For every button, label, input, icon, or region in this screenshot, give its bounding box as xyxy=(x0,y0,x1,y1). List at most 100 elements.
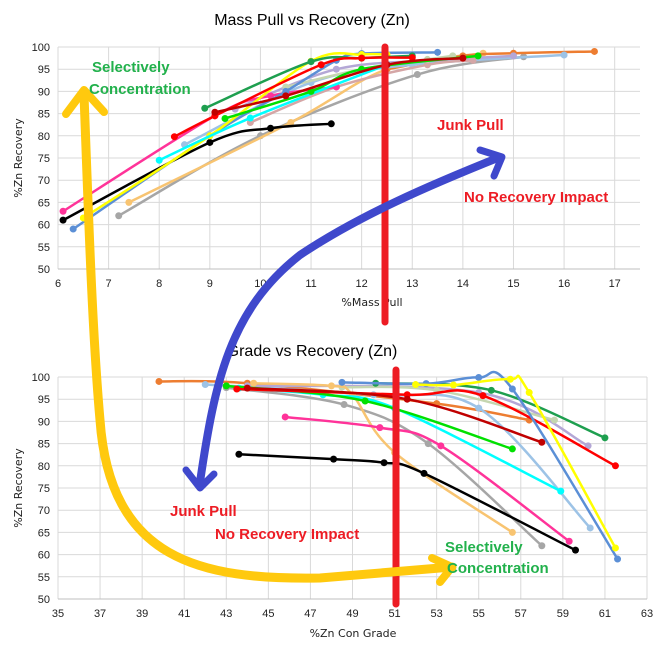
annotation-concentration: Concentration xyxy=(447,560,549,577)
series-line xyxy=(173,56,413,138)
annotation-no-recovery-impact: No Recovery Impact xyxy=(464,189,608,206)
x-tick-label: 13 xyxy=(406,278,418,290)
series-line xyxy=(285,415,570,543)
x-tick-label: 8 xyxy=(156,278,162,290)
data-point xyxy=(611,462,619,470)
data-point xyxy=(525,389,533,397)
data-point xyxy=(281,413,289,421)
data-point xyxy=(282,92,290,100)
data-point xyxy=(420,469,428,477)
data-point xyxy=(538,438,546,446)
blue-arrow xyxy=(196,153,504,486)
data-point xyxy=(474,52,482,60)
y-tick-label: 60 xyxy=(38,550,50,562)
y-tick-label: 70 xyxy=(38,175,50,187)
data-point xyxy=(403,395,411,403)
data-point xyxy=(246,114,254,122)
y-tick-label: 85 xyxy=(38,439,50,451)
mass-pull-chart: Mass Pull vs Recovery (Zn) %Zn Recovery … xyxy=(12,12,640,309)
y-tick-label: 95 xyxy=(38,64,50,76)
data-point xyxy=(361,397,369,405)
x-axis-label: %Zn Con Grade xyxy=(310,627,397,640)
annotation-selective: Selectively xyxy=(92,59,170,76)
data-point xyxy=(412,381,420,389)
data-point xyxy=(235,450,243,458)
data-point xyxy=(571,546,579,554)
data-point xyxy=(59,216,67,224)
x-tick-label: 59 xyxy=(557,608,569,620)
series-line xyxy=(82,51,387,219)
annotation-overlay: Selectively Concentration Junk Pull No R… xyxy=(62,43,608,608)
data-point xyxy=(434,48,442,56)
blue-arrowhead-icon xyxy=(182,466,218,492)
series-line xyxy=(214,56,463,114)
x-tick-label: 35 xyxy=(52,608,64,620)
data-point xyxy=(437,442,445,450)
data-point xyxy=(211,108,219,116)
annotation-selective: Selectively xyxy=(445,539,523,556)
y-tick-label: 60 xyxy=(38,220,50,232)
y-tick-label: 50 xyxy=(38,264,50,276)
data-point xyxy=(307,58,315,66)
x-tick-label: 15 xyxy=(507,278,519,290)
x-tick-label: 55 xyxy=(473,608,485,620)
x-tick-label: 17 xyxy=(609,278,621,290)
y-tick-label: 50 xyxy=(38,594,50,606)
series-line xyxy=(415,374,617,549)
data-point xyxy=(508,385,516,393)
data-point xyxy=(560,51,568,59)
data-point xyxy=(550,416,558,424)
data-point xyxy=(459,54,467,62)
y-tick-label: 65 xyxy=(38,197,50,209)
y-tick-label: 75 xyxy=(38,483,50,495)
data-point xyxy=(506,375,514,383)
data-point xyxy=(413,71,421,79)
y-tick-label: 100 xyxy=(32,42,50,54)
data-point xyxy=(376,424,384,432)
data-point xyxy=(475,373,483,381)
data-point xyxy=(508,528,516,536)
series-line xyxy=(238,386,562,493)
data-point xyxy=(221,114,229,122)
x-tick-label: 9 xyxy=(207,278,213,290)
y-tick-label: 55 xyxy=(38,242,50,254)
data-point xyxy=(584,442,592,450)
data-point xyxy=(222,382,230,390)
series-line xyxy=(341,370,619,560)
data-point xyxy=(614,555,622,563)
data-point xyxy=(508,445,516,453)
y-axis-label: %Zn Recovery xyxy=(12,118,25,198)
x-tick-label: 11 xyxy=(305,278,316,290)
data-point xyxy=(155,156,163,164)
data-point xyxy=(487,386,495,394)
x-tick-label: 63 xyxy=(641,608,653,620)
data-point xyxy=(380,459,388,467)
series-line xyxy=(62,122,332,222)
y-tick-label: 80 xyxy=(38,461,50,473)
x-axis-label: %Mass Pull xyxy=(341,296,402,309)
y-tick-label: 70 xyxy=(38,505,50,517)
x-tick-label: 12 xyxy=(356,278,368,290)
y-tick-label: 95 xyxy=(38,394,50,406)
x-tick-label: 51 xyxy=(388,608,400,620)
data-point xyxy=(449,381,457,389)
data-point xyxy=(586,524,594,532)
data-point xyxy=(250,379,258,387)
data-point xyxy=(59,207,67,215)
x-tick-label: 61 xyxy=(599,608,611,620)
x-tick-label: 37 xyxy=(94,608,106,620)
data-point xyxy=(332,65,340,73)
yellow-arrowhead-icon xyxy=(62,86,108,118)
data-point xyxy=(327,120,335,128)
chart-title: Grade vs Recovery (Zn) xyxy=(227,343,398,360)
y-tick-label: 80 xyxy=(38,131,50,143)
x-tick-label: 45 xyxy=(262,608,274,620)
data-point xyxy=(125,198,133,206)
data-point xyxy=(233,385,241,393)
x-tick-label: 41 xyxy=(178,608,190,620)
x-tick-label: 14 xyxy=(457,278,469,290)
x-tick-label: 43 xyxy=(220,608,232,620)
data-point xyxy=(317,61,325,69)
annotation-no-recovery-impact: No Recovery Impact xyxy=(215,526,359,543)
